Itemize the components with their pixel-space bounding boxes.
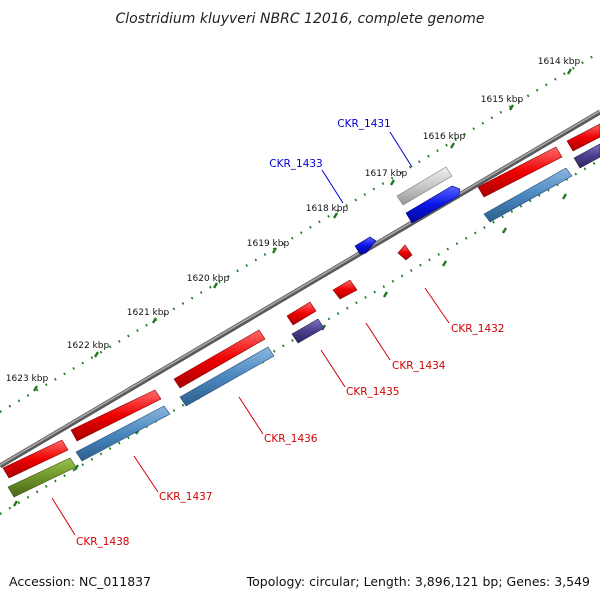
label-leader-lines — [51, 131, 450, 536]
gene-arrow-ckr-1432[interactable] — [397, 244, 413, 261]
ruler-label-1616: 1616 kbp — [423, 132, 466, 142]
gene-label-ckr-1438[interactable]: CKR_1438 — [76, 536, 129, 548]
gene-label-ckr-1437[interactable]: CKR_1437 — [159, 491, 212, 503]
gene-arrow-ckr-1437[interactable] — [75, 405, 171, 462]
ruler-label-1618: 1618 kbp — [306, 204, 349, 214]
gene-arrow-ckr-1438[interactable] — [7, 457, 77, 498]
gene-arrow-ckr-1436-upper[interactable] — [173, 329, 266, 389]
gene-arrow-right-red-1[interactable] — [477, 146, 563, 198]
ruler-label-1623: 1623 kbp — [6, 374, 49, 384]
gene-arrow-ckr-1431-lower[interactable] — [405, 185, 461, 224]
gene-label-ckr-1434[interactable]: CKR_1434 — [392, 360, 446, 372]
gene-arrow-ckr-1433[interactable] — [354, 236, 377, 255]
ruler-outer-major-ticks — [32, 68, 573, 392]
gene-arrow-ckr-1435-lower[interactable] — [291, 318, 325, 344]
gene-arrow-ckr-1436[interactable] — [179, 346, 275, 407]
ruler-label-1621: 1621 kbp — [127, 308, 170, 318]
ruler-label-1615: 1615 kbp — [481, 95, 524, 105]
gene-label-ckr-1435[interactable]: CKR_1435 — [346, 386, 399, 398]
genome-backbone-highlight — [0, 110, 600, 466]
gene-arrow-ckr-1431[interactable] — [396, 166, 453, 206]
gene-label-ckr-1436[interactable]: CKR_1436 — [264, 433, 318, 445]
accession-text: Accession: NC_011837 — [9, 574, 151, 589]
gene-label-ckr-1432[interactable]: CKR_1432 — [451, 323, 504, 335]
gene-label-ckr-1431[interactable]: CKR_1431 — [337, 118, 390, 130]
map-title: Clostridium kluyveri NBRC 12016, complet… — [115, 11, 484, 27]
ruler-outer-dotted — [0, 50, 600, 414]
leader-ckr-1437 — [133, 455, 159, 493]
ruler-label-1617: 1617 kbp — [365, 169, 408, 179]
leader-ckr-1436 — [238, 396, 264, 435]
leader-ckr-1434 — [365, 322, 391, 361]
ruler-label-1622: 1622 kbp — [67, 341, 110, 351]
gene-arrow-ckr-1437-upper[interactable] — [70, 389, 162, 442]
gene-arrow-ckr-1435[interactable] — [286, 301, 317, 326]
genome-summary-text: Topology: circular; Length: 3,896,121 bp… — [246, 574, 590, 589]
ruler-label-1620: 1620 kbp — [187, 274, 230, 284]
leader-ckr-1435 — [320, 349, 346, 388]
leader-ckr-1432 — [424, 287, 450, 324]
gene-arrow-right-red-2[interactable] — [566, 123, 600, 152]
gene-arrow-ckr-1438-upper[interactable] — [2, 439, 69, 479]
ruler-label-1614: 1614 kbp — [538, 57, 581, 67]
leader-ckr-1433 — [321, 169, 344, 204]
ruler-labels: 1614 kbp 1615 kbp 1616 kbp 1617 kbp 1618… — [6, 57, 581, 384]
gene-arrow-ckr-1434[interactable] — [332, 279, 358, 300]
ruler-label-1619: 1619 kbp — [247, 239, 290, 249]
leader-ckr-1431 — [389, 131, 413, 168]
gene-arrow-right-slate[interactable] — [573, 143, 600, 169]
leader-ckr-1438 — [51, 497, 76, 536]
gene-arrow-right-steel-1[interactable] — [483, 167, 573, 223]
gene-label-ckr-1433[interactable]: CKR_1433 — [269, 158, 322, 170]
ruler-inner-major-ticks — [12, 193, 568, 507]
genome-backbone — [0, 109, 600, 469]
